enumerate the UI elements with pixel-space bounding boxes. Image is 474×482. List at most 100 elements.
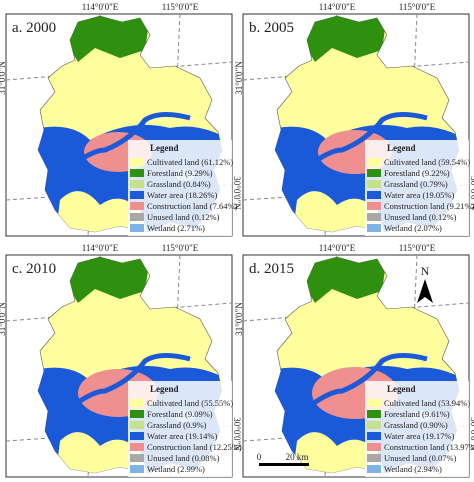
river [295,112,428,177]
legend-swatch [367,213,381,221]
legend-swatch [367,169,381,177]
legend-swatch [130,180,144,188]
legend-swatch [130,224,144,232]
north-arrow [417,279,433,303]
legend-swatch [130,202,144,210]
legend-swatch [367,421,381,429]
latitude-label: 31°0'0"N [234,61,244,95]
legend-box [365,140,469,236]
legend: Legend Cultivated land (53.94%)Forestland… [365,381,474,477]
legend-label: Wetland (2.94%) [384,464,442,474]
legend-swatch [367,202,381,210]
longitude-label: 115°0'0"E [399,243,436,253]
latitude-label: 30°0'0"N [469,176,474,210]
longitude-label: 115°0'0"E [399,2,436,12]
legend-swatch [130,399,144,407]
longitude-label: 114°0'0"E [319,2,356,12]
scale-bar [259,463,309,466]
legend-swatch [130,169,144,177]
legend-label: Water area (18.26%) [147,190,218,200]
map-panel: 114°0'0"E 115°0'0"E 31°0'0"N 30°0'0"N a. 200… [0,2,242,237]
north-label: N [421,264,430,278]
panel-title: d. 2015 [249,261,294,277]
map-panel: 114°0'0"E 115°0'0"E 31°0'0"N 30°0'0"N c. 201… [0,243,242,478]
legend-label: Wetland (2.71%) [147,223,205,233]
longitude-label: 114°0'0"E [319,243,356,253]
legend-swatch [130,465,144,473]
legend-label: Construction land (13.97%) [384,442,474,452]
legend-title: Legend [387,384,416,394]
legend-swatch [130,443,144,451]
legend-label: Grassland (0.79%) [384,179,448,189]
legend-label: Unused land (0.07%) [384,453,457,463]
legend-swatch [367,224,381,232]
latitude-label: 31°0'0"N [0,61,7,95]
legend-label: Cultivated land (53.94%) [384,398,470,408]
legend-label: Forestland (9.09%) [147,409,213,419]
legend-label: Construction land (7.64%) [147,201,238,211]
scale-label: 20 km [286,452,309,462]
legend-swatch [367,180,381,188]
legend-title: Legend [387,143,416,153]
latitude-label: 30°0'0"N [232,417,242,451]
legend-label: Grassland (0.9%) [147,420,207,430]
legend-label: Wetland (2.99%) [147,464,205,474]
longitude-label: 114°0'0"E [82,2,119,12]
forestland [302,257,387,303]
legend-swatch [367,191,381,199]
legend-swatch [130,432,144,440]
legend-swatch [130,454,144,462]
panel-title: a. 2000 [12,20,56,36]
legend-swatch [367,443,381,451]
legend-swatch [367,158,381,166]
legend-label: Water area (19.14%) [147,431,218,441]
legend: Legend Cultivated land (59.54%)Forestland… [365,140,474,236]
panel-title: b. 2005 [249,20,294,36]
legend-swatch [367,432,381,440]
forestland [65,16,150,62]
legend-swatch [130,410,144,418]
legend-swatch [130,213,144,221]
legend-swatch [367,454,381,462]
legend-swatch [130,158,144,166]
legend-swatch [367,399,381,407]
legend-swatch [130,421,144,429]
map-panel: 114°0'0"E 115°0'0"E 31°0'0"N 30°0'0"N b. 200… [234,2,474,237]
legend-box [128,381,232,477]
legend-label: Unused land (0.12%) [147,212,220,222]
river [58,112,191,177]
map-panel: 114°0'0"E 115°0'0"E 31°0'0"N 30°0'0"N d. 201… [234,243,474,478]
legend-title: Legend [150,384,179,394]
legend-swatch [130,191,144,199]
panel-title: c. 2010 [12,261,56,277]
legend-label: Cultivated land (61.12%) [147,157,233,167]
legend-label: Water area (19.17%) [384,431,455,441]
legend-label: Cultivated land (59.54%) [384,157,470,167]
legend-label: Water area (19.05%) [384,190,455,200]
latitude-label: 31°0'0"N [0,302,7,336]
legend-box [365,381,469,477]
legend-label: Unused land (0.12%) [384,212,457,222]
latitude-label: 30°0'0"N [232,176,242,210]
scale-label: 0 [257,452,262,462]
legend-label: Construction land (9.21%) [384,201,474,211]
legend-box [128,140,232,236]
legend: Legend Cultivated land (61.12%)Forestland… [128,140,238,236]
longitude-label: 115°0'0"E [162,243,199,253]
latitude-label: 31°0'0"N [234,302,244,336]
legend-label: Unused land (0.08%) [147,453,220,463]
legend-swatch [367,410,381,418]
legend-label: Forestland (9.61%) [384,409,450,419]
river [295,353,428,418]
forestland [302,16,387,62]
legend: Legend Cultivated land (55.55%)Forestland… [128,381,242,477]
legend-title: Legend [150,143,179,153]
legend-swatch [367,465,381,473]
legend-label: Forestland (9.29%) [147,168,213,178]
longitude-label: 115°0'0"E [162,2,199,12]
legend-label: Grassland (0.84%) [147,179,211,189]
latitude-label: 30°0'0"N [469,417,474,451]
forestland [65,257,150,303]
legend-label: Wetland (2.07%) [384,223,442,233]
